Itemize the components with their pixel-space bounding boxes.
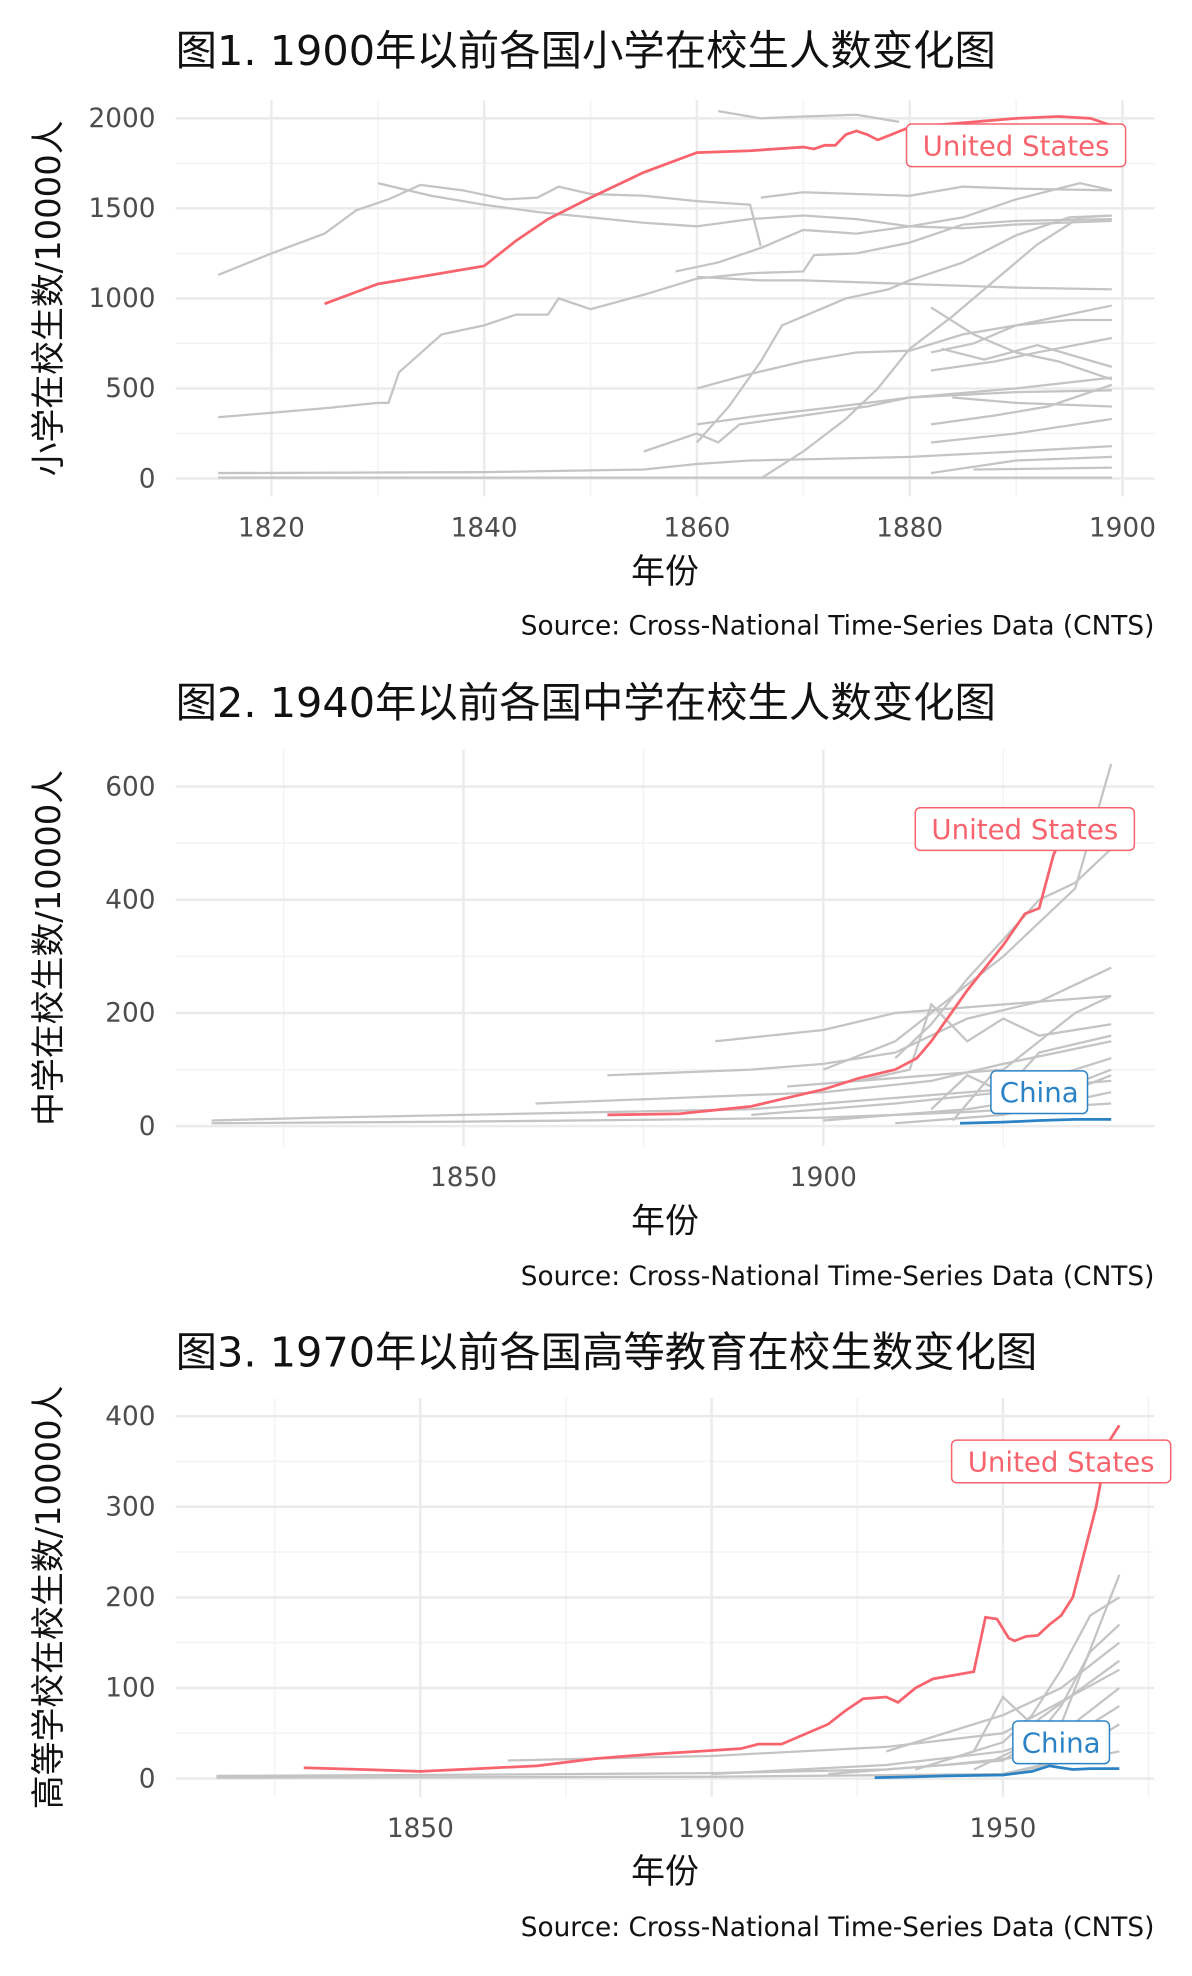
y-tick-label: 1000	[89, 284, 156, 314]
series-line-other	[217, 183, 762, 277]
y-axis-label: 小学在校生数/10000人	[29, 120, 68, 476]
series-line-other	[787, 995, 1112, 1088]
series-line-other	[760, 214, 1112, 480]
source-caption: Source: Cross-National Time-Series Data …	[521, 1262, 1155, 1292]
series-line-other	[696, 275, 1112, 291]
y-tick-label: 500	[105, 374, 155, 404]
x-tick-label: 1880	[876, 514, 943, 544]
y-axis-label: 高等学校在校生数/10000人	[29, 1385, 68, 1809]
label-text: United States	[968, 1445, 1155, 1478]
y-tick-label: 0	[139, 1764, 156, 1794]
label-text: United States	[923, 129, 1110, 162]
x-tick-label: 1840	[451, 514, 518, 544]
series-line-other	[218, 218, 1112, 419]
series-line-other	[211, 1079, 1112, 1122]
y-tick-label: 400	[105, 886, 155, 916]
x-tick-label: 1900	[678, 1814, 745, 1844]
series-line-united-states	[303, 1424, 1121, 1773]
series-line-other	[535, 1040, 1112, 1105]
series-label-united-states: United States	[950, 1439, 1172, 1484]
series-line-other	[886, 1641, 1121, 1753]
y-tick-label: 100	[105, 1674, 155, 1704]
series-line-china	[959, 1118, 1112, 1125]
chart-title: 图3. 1970年以前各国高等教育在校生数变化图	[176, 1329, 1038, 1377]
series-label-united-states: United States	[905, 123, 1127, 168]
label-text: China	[1022, 1726, 1101, 1759]
y-tick-label: 400	[105, 1402, 155, 1432]
chart-title: 图2. 1940年以前各国中学在校生人数变化图	[176, 679, 996, 727]
series-line-other	[973, 466, 1112, 471]
series-line-other	[859, 1002, 1112, 1083]
x-tick-label: 1860	[663, 514, 730, 544]
series-line-other	[675, 182, 1113, 273]
label-box	[914, 806, 1136, 852]
series-line-other	[696, 304, 1113, 390]
series-line-other	[930, 336, 1113, 372]
y-tick-label: 200	[105, 999, 155, 1029]
y-tick-label: 600	[105, 772, 155, 802]
series-line-other	[930, 417, 1112, 444]
series-line-other	[930, 383, 1113, 426]
x-tick-label: 1900	[1089, 514, 1156, 544]
y-tick-label: 0	[139, 1112, 156, 1142]
series-line-other	[507, 1668, 1120, 1762]
y-tick-label: 1500	[89, 194, 156, 224]
series-label-china: China	[990, 1070, 1089, 1115]
chart-panel-1: 1820 1840 1860 1880 1900 0 500 1000 1500 2000 Unit…	[29, 27, 1156, 641]
series-line-other	[915, 1659, 1121, 1771]
series-line-other	[822, 763, 1113, 1071]
y-tick-label: 200	[105, 1583, 155, 1613]
series-line-other	[944, 1596, 1120, 1762]
x-axis-label: 年份	[631, 1202, 699, 1241]
x-tick-label: 1900	[790, 1163, 857, 1193]
label-box	[950, 1439, 1172, 1484]
chart-title: 图1. 1900年以前各国小学在校生人数变化图	[176, 27, 996, 75]
y-tick-label: 0	[139, 464, 156, 494]
x-tick-label: 1820	[238, 514, 305, 544]
chart-panel-2: 1850 1900 0 200 400 600 United States China 图2. …	[29, 679, 1154, 1292]
series-line-other	[930, 306, 1113, 381]
label-box	[1012, 1720, 1111, 1765]
series-line-other	[930, 318, 1112, 354]
series-line-other	[218, 444, 1112, 475]
series-line-other	[930, 455, 1112, 475]
label-box	[905, 123, 1127, 168]
series-line-china	[874, 1764, 1120, 1780]
series-line-other	[718, 109, 900, 123]
series-line-other	[941, 344, 1113, 368]
source-caption: Source: Cross-National Time-Series Data …	[521, 1913, 1155, 1943]
series-line-other	[952, 396, 1112, 408]
series-line-other	[643, 376, 1112, 453]
series-label-china: China	[1012, 1720, 1111, 1765]
series-line-other	[696, 389, 1112, 426]
y-tick-label: 300	[105, 1493, 155, 1523]
x-tick-label: 1850	[387, 1814, 454, 1844]
series-line-other	[711, 1687, 1121, 1776]
chart-panel-3: 1850 1900 1950 0 100 200 300 400 United States Ch…	[29, 1329, 1172, 1943]
series-line-other	[760, 185, 1112, 199]
series-line-other	[216, 1574, 1121, 1778]
series-line-other	[715, 994, 1112, 1043]
label-box	[990, 1070, 1089, 1115]
series-line-other	[696, 214, 1112, 444]
x-axis-label: 年份	[631, 552, 699, 591]
y-axis-label: 中学在校生数/10000人	[29, 770, 68, 1126]
x-tick-label: 1850	[430, 1163, 497, 1193]
series-label-united-states: United States	[914, 806, 1136, 852]
source-caption: Source: Cross-National Time-Series Data …	[521, 611, 1155, 641]
x-axis-label: 年份	[631, 1852, 699, 1891]
label-text: China	[1000, 1076, 1079, 1109]
series-line-other	[607, 966, 1112, 1077]
y-tick-label: 2000	[89, 104, 156, 134]
label-text: United States	[931, 813, 1118, 846]
x-tick-label: 1950	[969, 1814, 1036, 1844]
series-line-other	[894, 848, 1112, 1060]
